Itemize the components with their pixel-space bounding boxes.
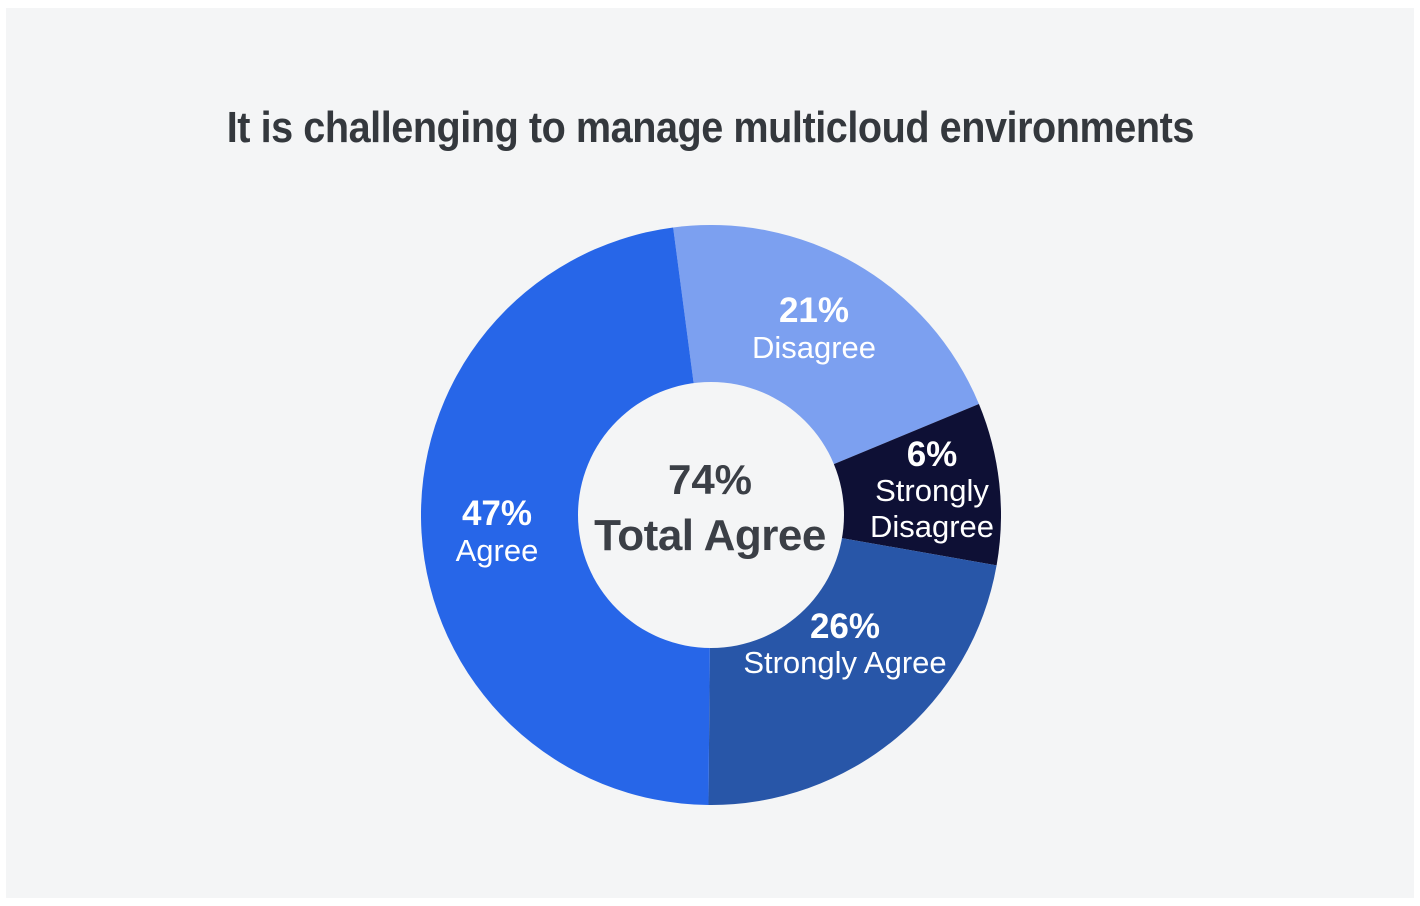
donut-center-label: 74% Total Agree [510,452,910,564]
segment-name: Disagree [751,330,877,365]
total-agree-caption: Total Agree [594,511,826,560]
donut-segment-agree [421,227,711,805]
donut-center-hole [578,382,844,648]
segment-name: Strongly Agree [743,645,947,680]
segment-name: Agree [455,533,539,568]
segment-label-agree: 47% Agree [387,495,607,569]
segment-label-strongly-disagree: 6% Strongly Disagree [822,437,1042,545]
total-agree-percent: 74% [667,456,753,503]
segment-percent: 47% [461,494,533,533]
segment-name: Strongly Disagree [869,473,995,544]
segment-label-strongly-agree: 26% Strongly Agree [735,609,955,681]
segment-percent: 21% [778,291,850,330]
donut-chart [421,225,1001,805]
segment-label-disagree: 21% Disagree [704,292,924,366]
segment-percent: 26% [809,607,881,646]
chart-title: It is challenging to manage multicloud e… [226,103,1194,152]
segment-percent: 6% [906,435,958,474]
chart-title-row: It is challenging to manage multicloud e… [0,104,1420,152]
